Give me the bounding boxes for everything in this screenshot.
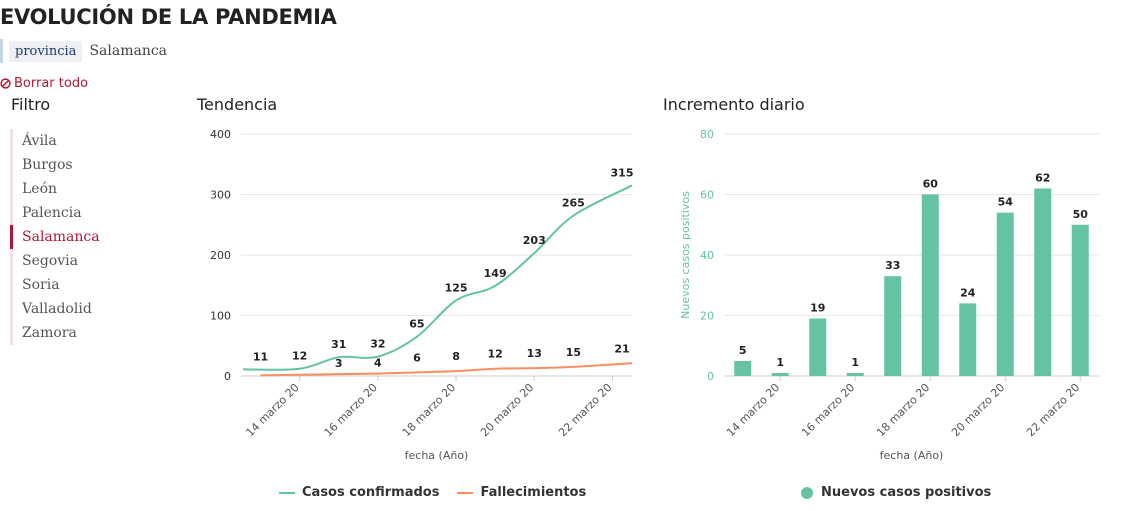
trend-x-axis-title: fecha (Año)	[405, 449, 469, 462]
cases-data-label: 31	[331, 338, 346, 351]
daily-bar-label: 33	[885, 259, 900, 272]
trend-x-tick-label: 18 marzo 20	[400, 381, 458, 439]
filter-heading: Filtro	[11, 95, 51, 114]
trend-x-tick-label: 16 marzo 20	[322, 381, 380, 439]
province-item[interactable]: Zamora	[22, 325, 77, 341]
legend-item-deaths[interactable]: Fallecimientos	[457, 485, 586, 500]
daily-bar	[959, 303, 977, 376]
active-filter-chip[interactable]: provincia Salamanca	[0, 39, 167, 63]
daily-bar	[734, 360, 752, 376]
trend-x-tick-label: 14 marzo 20	[243, 381, 301, 439]
cases-line	[242, 184, 633, 371]
filter-chip-key: provincia	[9, 40, 83, 62]
new-cases-legend-swatch	[801, 486, 813, 499]
daily-y-axis-title: Nuevos casos positivos	[679, 191, 692, 319]
deaths-data-label: 3	[335, 357, 343, 370]
daily-legend: Nuevos casos positivos	[801, 485, 1009, 500]
daily-bar-label: 60	[923, 178, 939, 191]
cases-data-label: 265	[562, 197, 585, 210]
trend-y-tick-label: 0	[224, 370, 231, 383]
trend-y-tick-label: 200	[210, 249, 231, 262]
daily-x-tick-label: 14 marzo 20	[724, 381, 782, 439]
cases-legend-swatch	[279, 491, 295, 494]
trend-y-tick-label: 300	[210, 189, 231, 202]
daily-y-tick-label: 60	[700, 189, 714, 202]
cases-data-label: 125	[445, 281, 468, 294]
cases-data-label: 11	[253, 350, 268, 363]
deaths-data-label: 8	[452, 350, 460, 363]
province-item[interactable]: Ávila	[22, 133, 57, 149]
daily-y-tick-label: 20	[700, 310, 714, 323]
daily-bar-label: 62	[1035, 171, 1050, 184]
daily-bar-label: 1	[776, 356, 784, 369]
deaths-legend-label: Fallecimientos	[480, 485, 587, 500]
daily-bar	[921, 194, 939, 376]
cases-data-label: 32	[370, 338, 385, 351]
cases-data-label: 12	[292, 350, 307, 363]
cases-data-label: 149	[484, 267, 507, 280]
daily-bar-label: 24	[960, 286, 976, 299]
filter-chip-marker	[0, 39, 3, 63]
clear-all-link[interactable]: Borrar todo	[0, 76, 88, 91]
deaths-data-label: 13	[527, 347, 542, 360]
page-title: EVOLUCIÓN DE LA PANDEMIA	[0, 5, 337, 29]
daily-bar	[1071, 224, 1089, 376]
deaths-data-label: 12	[487, 348, 502, 361]
province-list: Ávila Burgos León Palencia Salamanca Segovia S…	[10, 129, 100, 345]
daily-bar-label: 5	[739, 344, 747, 357]
province-item[interactable]: Soria	[22, 277, 60, 293]
legend-item-new-cases[interactable]: Nuevos casos positivos	[801, 485, 991, 500]
province-item[interactable]: Salamanca	[10, 225, 100, 249]
province-item[interactable]: Valladolid	[22, 301, 92, 317]
cases-legend-label: Casos confirmados	[302, 485, 440, 500]
province-item[interactable]: León	[22, 181, 58, 197]
cases-data-label: 315	[611, 166, 634, 179]
trend-x-tick-label: 20 marzo 20	[478, 381, 536, 439]
trend-y-tick-label: 400	[210, 128, 231, 141]
daily-chart: 0 20 40 60 80 14 marzo 20 16 marzo 20 18 marzo …	[679, 128, 1099, 462]
prohibited-icon	[0, 78, 11, 89]
trend-x-tick-label: 22 marzo 20	[556, 381, 614, 439]
daily-bar-label: 19	[810, 302, 825, 315]
daily-bar	[809, 318, 827, 376]
deaths-data-label: 4	[374, 357, 382, 370]
daily-bar	[846, 372, 864, 376]
trend-y-tick-label: 100	[210, 310, 231, 323]
daily-x-tick-label: 20 marzo 20	[949, 381, 1007, 439]
legend-item-cases[interactable]: Casos confirmados	[279, 485, 439, 500]
daily-y-tick-label: 0	[707, 370, 714, 383]
trend-legend: Casos confirmados Fallecimientos	[279, 485, 604, 500]
deaths-data-label: 15	[566, 346, 581, 359]
daily-bar	[884, 276, 902, 376]
deaths-data-label: 6	[413, 351, 421, 364]
daily-bar	[771, 372, 789, 376]
deaths-legend-swatch	[457, 491, 474, 494]
cases-data-label: 203	[523, 234, 546, 247]
cases-data-label: 65	[409, 318, 424, 331]
province-item[interactable]: Segovia	[22, 253, 78, 269]
daily-bar-label: 54	[998, 196, 1014, 209]
province-item[interactable]: Burgos	[22, 157, 73, 173]
province-item[interactable]: Palencia	[22, 205, 82, 221]
daily-chart-title: Incremento diario	[663, 95, 805, 114]
daily-bar-label: 50	[1073, 208, 1089, 221]
daily-x-tick-label: 18 marzo 20	[874, 381, 932, 439]
new-cases-legend-label: Nuevos casos positivos	[821, 485, 992, 500]
trend-chart: 0 100 200 300 400 14 marzo 20 16 marzo 20 18 ma…	[210, 128, 634, 462]
filter-chip-value: Salamanca	[89, 43, 168, 59]
daily-bar	[996, 212, 1014, 376]
daily-x-tick-label: 22 marzo 20	[1024, 381, 1082, 439]
daily-bar-label: 1	[851, 356, 859, 369]
daily-y-tick-label: 80	[700, 128, 714, 141]
clear-all-label: Borrar todo	[14, 76, 89, 91]
trend-chart-title: Tendencia	[197, 95, 278, 114]
deaths-data-label: 21	[614, 342, 629, 355]
daily-x-axis-title: fecha (Año)	[880, 449, 944, 462]
daily-x-tick-label: 16 marzo 20	[799, 381, 857, 439]
deaths-line	[260, 362, 633, 377]
daily-bar	[1034, 188, 1052, 376]
daily-y-tick-label: 40	[700, 249, 714, 262]
